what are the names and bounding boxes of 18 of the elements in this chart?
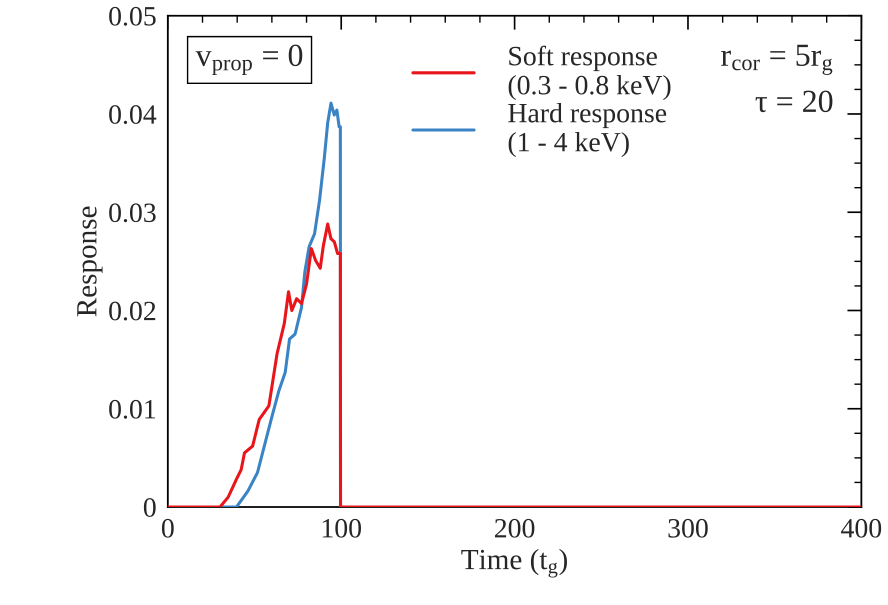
annotation: τ = 20 [756, 90, 832, 112]
y-tick-label: 0 [144, 498, 156, 517]
y-axis-title: Response [77, 206, 103, 316]
annotation: v$_{prop}$ = 0 [196, 44, 302, 76]
y-tick-label: 0.02 [109, 302, 156, 321]
x-tick-label: 300 [668, 518, 708, 538]
legend-label: Soft response (0.3 - 0.8 keV) [508, 46, 670, 100]
x-tick-label: 200 [494, 518, 534, 538]
y-tick-label: 0.04 [109, 105, 156, 124]
x-tick-label: 0 [162, 518, 174, 538]
y-tick-label: 0.03 [109, 203, 156, 222]
x-tick-label: 100 [322, 518, 361, 538]
legend-label: Hard response (1 - 4 keV) [508, 102, 666, 158]
x-axis-title: Time (t$_{g}$) [461, 548, 567, 578]
y-tick-label: 0.01 [109, 400, 156, 419]
x-tick-label: 400 [841, 518, 882, 538]
y-tick-label: 0.05 [109, 6, 156, 26]
annotation: r$_{cor}$ = 5r$_{g}$ [721, 44, 832, 75]
